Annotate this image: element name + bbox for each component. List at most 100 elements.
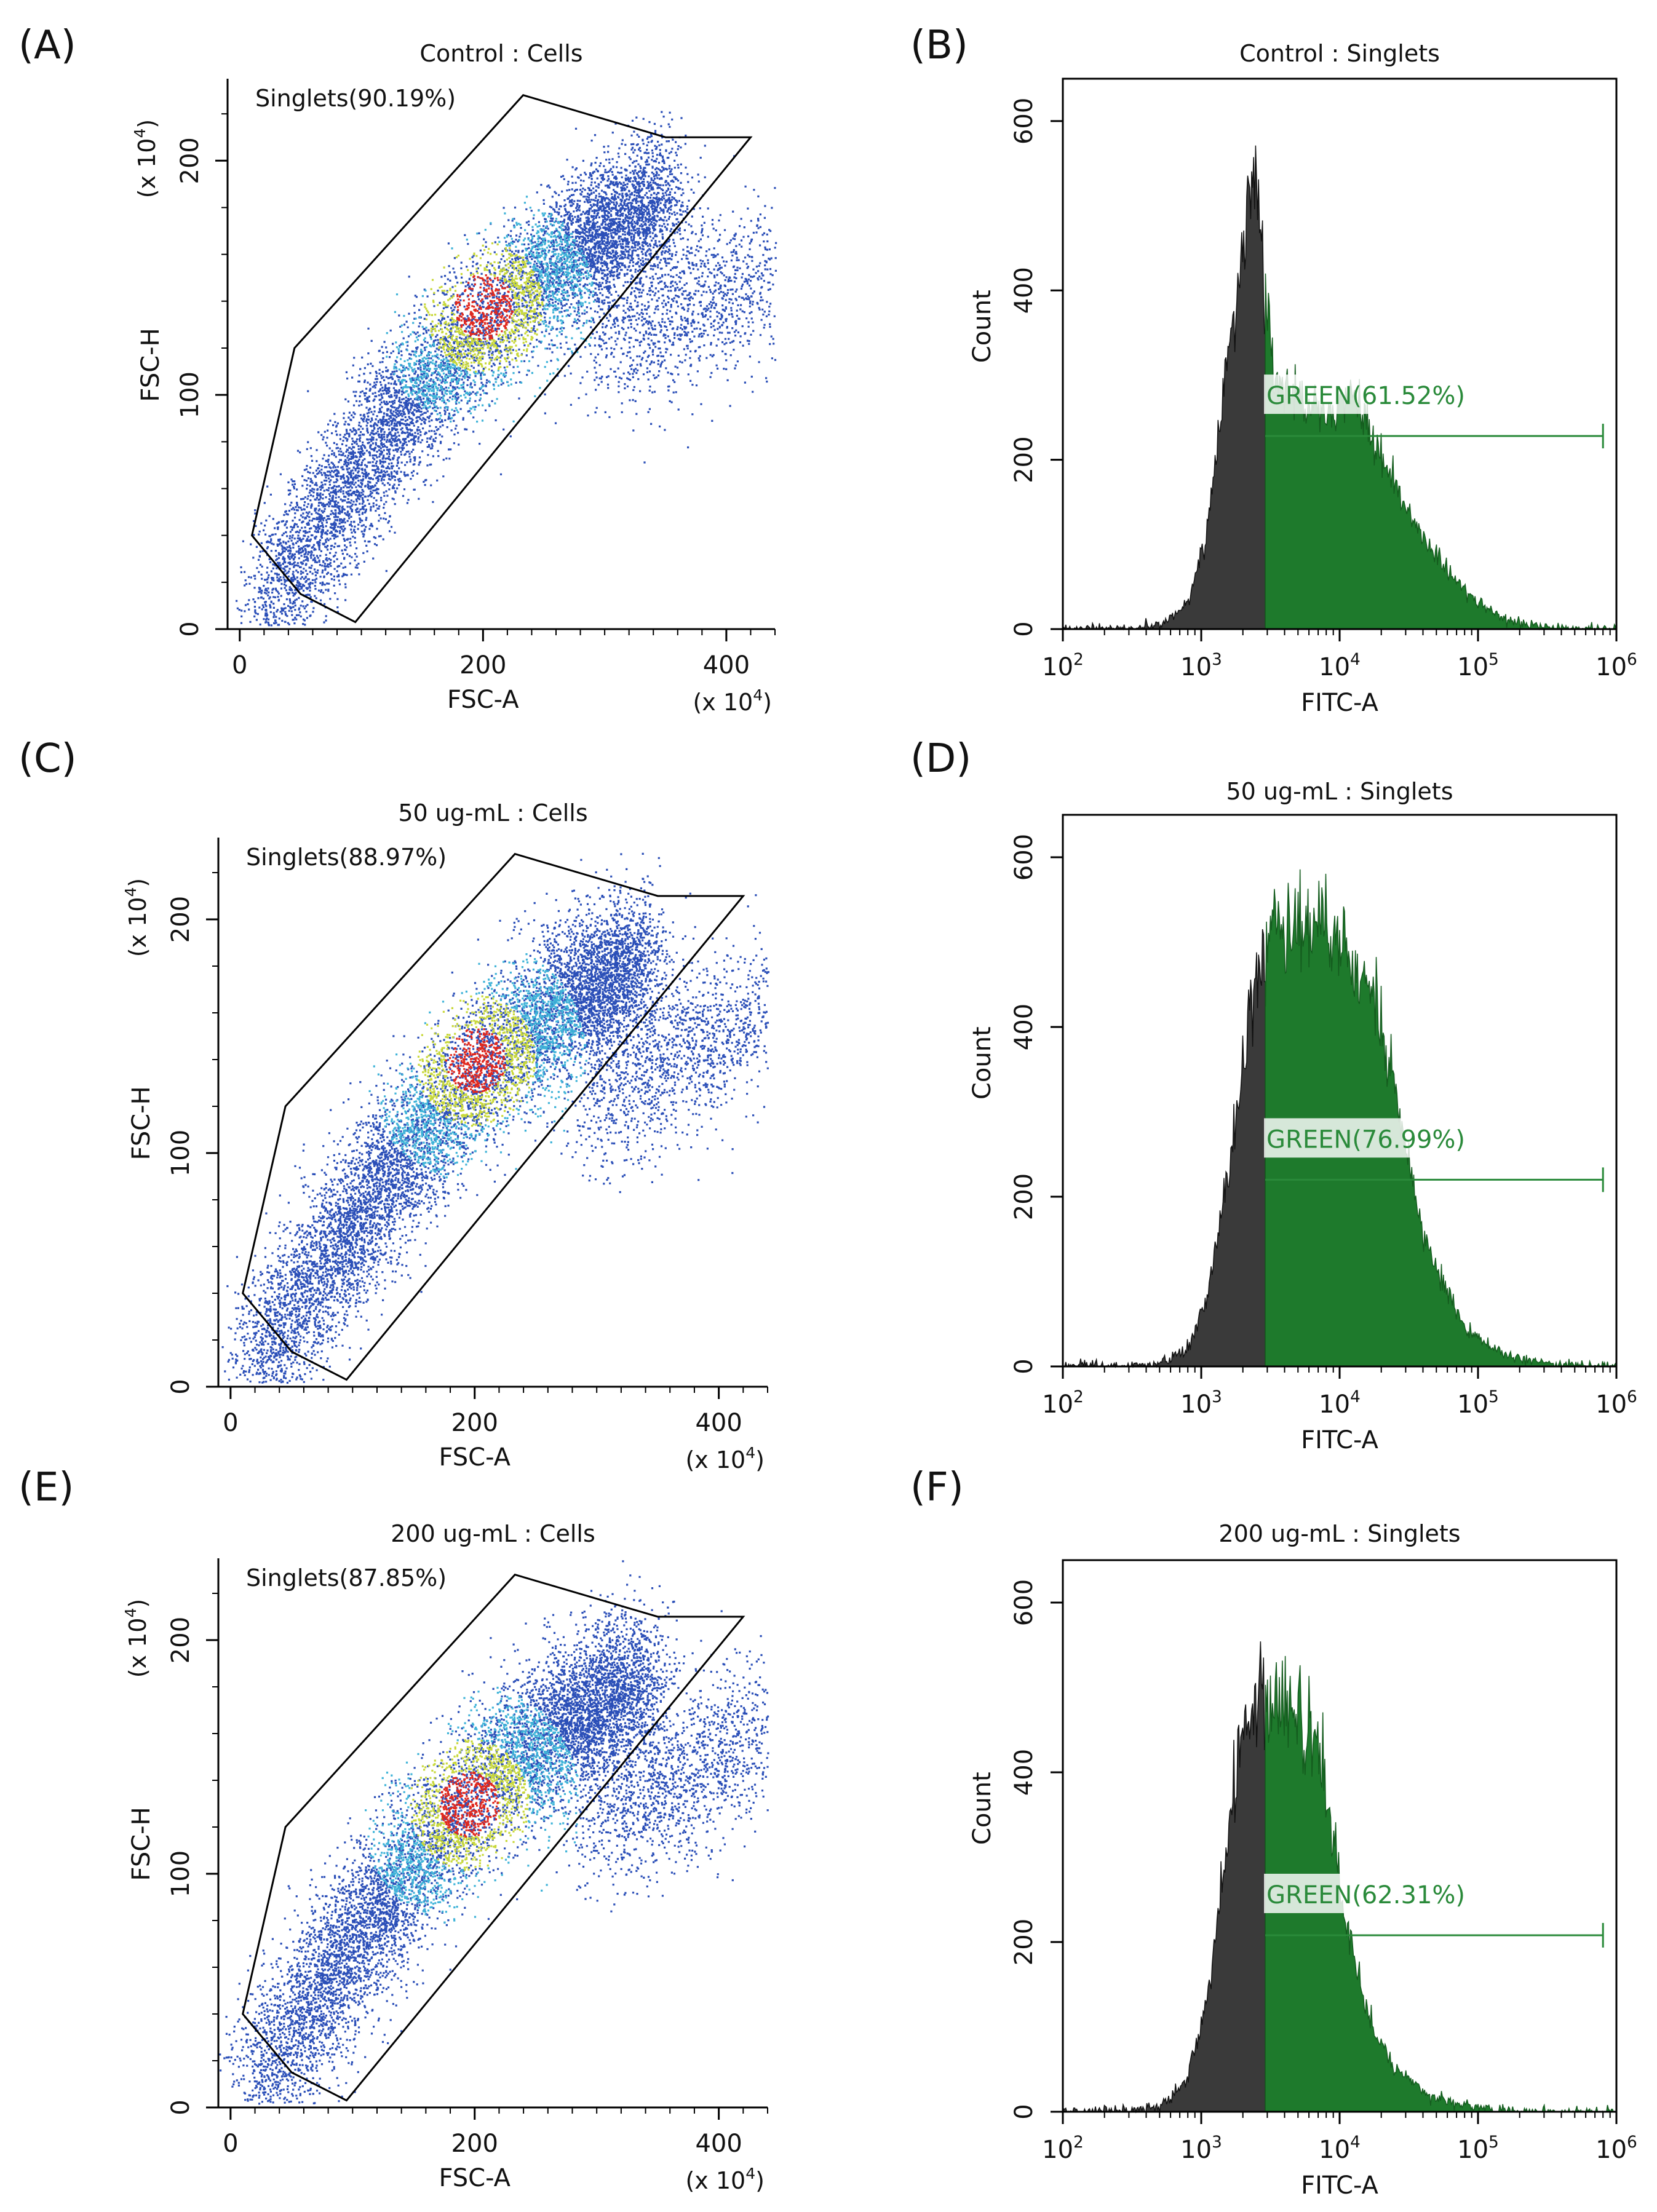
x-axis-multiplier: (x 104) [685, 2165, 765, 2194]
events-high-density [410, 1739, 530, 1871]
x-tick-label: 102 [1042, 2133, 1084, 2164]
events-peak-density [445, 1028, 506, 1093]
gate-label: GREEN(61.52%) [1266, 382, 1465, 410]
x-tick-label: 105 [1457, 2133, 1499, 2164]
histogram-negative-region [1062, 929, 1266, 1368]
scatter-panel-c: (C) 50 ug-mL : Cells Singlets(88.97%) 0 200 4… [18, 736, 769, 1473]
scatter-panel-a: (A) Control : Cells Singlets(90.19%) 0 200 40… [18, 23, 777, 716]
gate-label: GREEN(62.31%) [1266, 1881, 1465, 1909]
x-tick-label: 106 [1595, 1387, 1637, 1419]
x-tick-label: 400 [695, 2130, 742, 2158]
x-tick-label: 103 [1180, 1387, 1222, 1419]
events-peak-density [455, 274, 514, 341]
x-axis-label: FSC-A [447, 686, 519, 714]
x-tick-label: 200 [459, 651, 506, 680]
histogram-negative-region [1062, 1641, 1266, 2114]
plot-title: 200 ug-mL : Singlets [1218, 1520, 1460, 1547]
x-tick-label: 105 [1457, 1387, 1499, 1419]
gate-label: GREEN(76.99%) [1266, 1125, 1465, 1154]
x-tick-label: 400 [703, 651, 750, 680]
x-axis-label: FITC-A [1301, 1426, 1378, 1454]
scatter-events [236, 111, 777, 627]
x-tick-label: 103 [1180, 650, 1222, 681]
x-tick-label: 106 [1595, 650, 1637, 681]
x-tick-label: 0 [223, 2130, 238, 2158]
gate-label-background [1264, 375, 1449, 414]
y-axis-label: Count [968, 1772, 996, 1845]
y-axis-label: FSC-H [137, 328, 165, 402]
panel-label: (A) [18, 23, 76, 68]
histogram-negative-region [1062, 145, 1266, 631]
histogram-panel-b: (B) Control : Singlets GREEN(61.52%) 102 103… [910, 23, 1637, 717]
singlets-gate [242, 1573, 745, 2102]
minor-ticks [1103, 2112, 1611, 2118]
plot-title: 50 ug-mL : Cells [398, 799, 587, 827]
y-tick-label: 0 [167, 2099, 195, 2115]
y-axis-label: FSC-H [127, 1086, 156, 1160]
scatter-events [221, 852, 769, 1384]
y-tick-label: 100 [176, 371, 204, 418]
x-tick-label: 104 [1319, 1387, 1361, 1419]
y-tick-label: 0 [176, 621, 204, 636]
events-mid-density [386, 196, 595, 423]
x-axis-multiplier: (x 104) [693, 686, 772, 716]
y-axis-multiplier: (x 104) [122, 878, 151, 957]
gate-label: Singlets(90.19%) [255, 85, 456, 112]
x-tick-label: 103 [1180, 2133, 1222, 2164]
y-tick-label: 0 [1010, 2104, 1038, 2119]
y-tick-label: 200 [167, 1617, 195, 1663]
y-axis-label: Count [968, 1026, 996, 1100]
x-axis-label: FSC-A [439, 1443, 511, 1472]
plot-title: Control : Cells [419, 40, 582, 67]
plot-title: 200 ug-mL : Cells [391, 1520, 595, 1547]
x-tick-label: 106 [1595, 2133, 1637, 2164]
x-tick-label: 200 [451, 2130, 498, 2158]
events-high-density [424, 242, 544, 373]
y-tick-label: 200 [167, 896, 195, 943]
x-axis-label: FSC-A [439, 2164, 511, 2192]
panel-label: (B) [910, 23, 968, 68]
y-tick-label: 600 [1010, 1579, 1038, 1626]
panel-label: (F) [910, 1465, 964, 1510]
histogram-panel-d: (D) 50 ug-mL : Singlets GREEN(76.99%) 102 10… [910, 736, 1637, 1454]
y-tick-label: 200 [1010, 1173, 1038, 1220]
singlets-gate [250, 93, 753, 624]
singlets-gate [242, 852, 745, 1381]
y-tick-label: 600 [1010, 834, 1038, 881]
plot-title: 50 ug-mL : Singlets [1226, 778, 1453, 805]
x-tick-label: 102 [1042, 1387, 1084, 1419]
y-tick-label: 600 [1010, 98, 1038, 145]
minor-ticks [1103, 629, 1611, 635]
x-tick-label: 0 [232, 651, 247, 680]
x-tick-label: 0 [223, 1409, 238, 1437]
plot-title: Control : Singlets [1239, 40, 1440, 67]
y-tick-label: 400 [1010, 1749, 1038, 1796]
gate-label: Singlets(88.97%) [246, 844, 447, 871]
x-tick-label: 104 [1319, 2133, 1361, 2164]
y-tick-label: 200 [1010, 436, 1038, 483]
x-axis-label: FITC-A [1301, 689, 1378, 717]
x-tick-label: 400 [695, 1409, 742, 1437]
events-low-density [236, 111, 777, 627]
x-axis-label: FITC-A [1301, 2171, 1378, 2200]
gate-label-background [1264, 1873, 1449, 1913]
x-tick-label: 105 [1457, 650, 1499, 681]
y-tick-label: 400 [1010, 1004, 1038, 1050]
y-tick-label: 200 [1010, 1919, 1038, 1965]
y-axis-label: Count [968, 290, 996, 363]
scatter-panel-e: (E) 200 ug-mL : Cells Singlets(87.85%) 0 200… [18, 1465, 769, 2194]
x-axis-multiplier: (x 104) [685, 1444, 765, 1473]
events-low-density [221, 852, 769, 1384]
y-axis-label: FSC-H [127, 1807, 156, 1881]
panel-label: (E) [18, 1465, 74, 1510]
x-tick-label: 104 [1319, 650, 1361, 681]
gate-label: Singlets(87.85%) [246, 1564, 447, 1592]
panel-label: (D) [910, 736, 971, 782]
gate-label-background [1264, 1118, 1449, 1158]
scatter-events [219, 1560, 769, 2105]
y-tick-label: 0 [167, 1379, 195, 1394]
y-tick-label: 200 [176, 137, 204, 184]
panel-label: (C) [18, 736, 77, 782]
y-axis-multiplier: (x 104) [131, 119, 161, 199]
